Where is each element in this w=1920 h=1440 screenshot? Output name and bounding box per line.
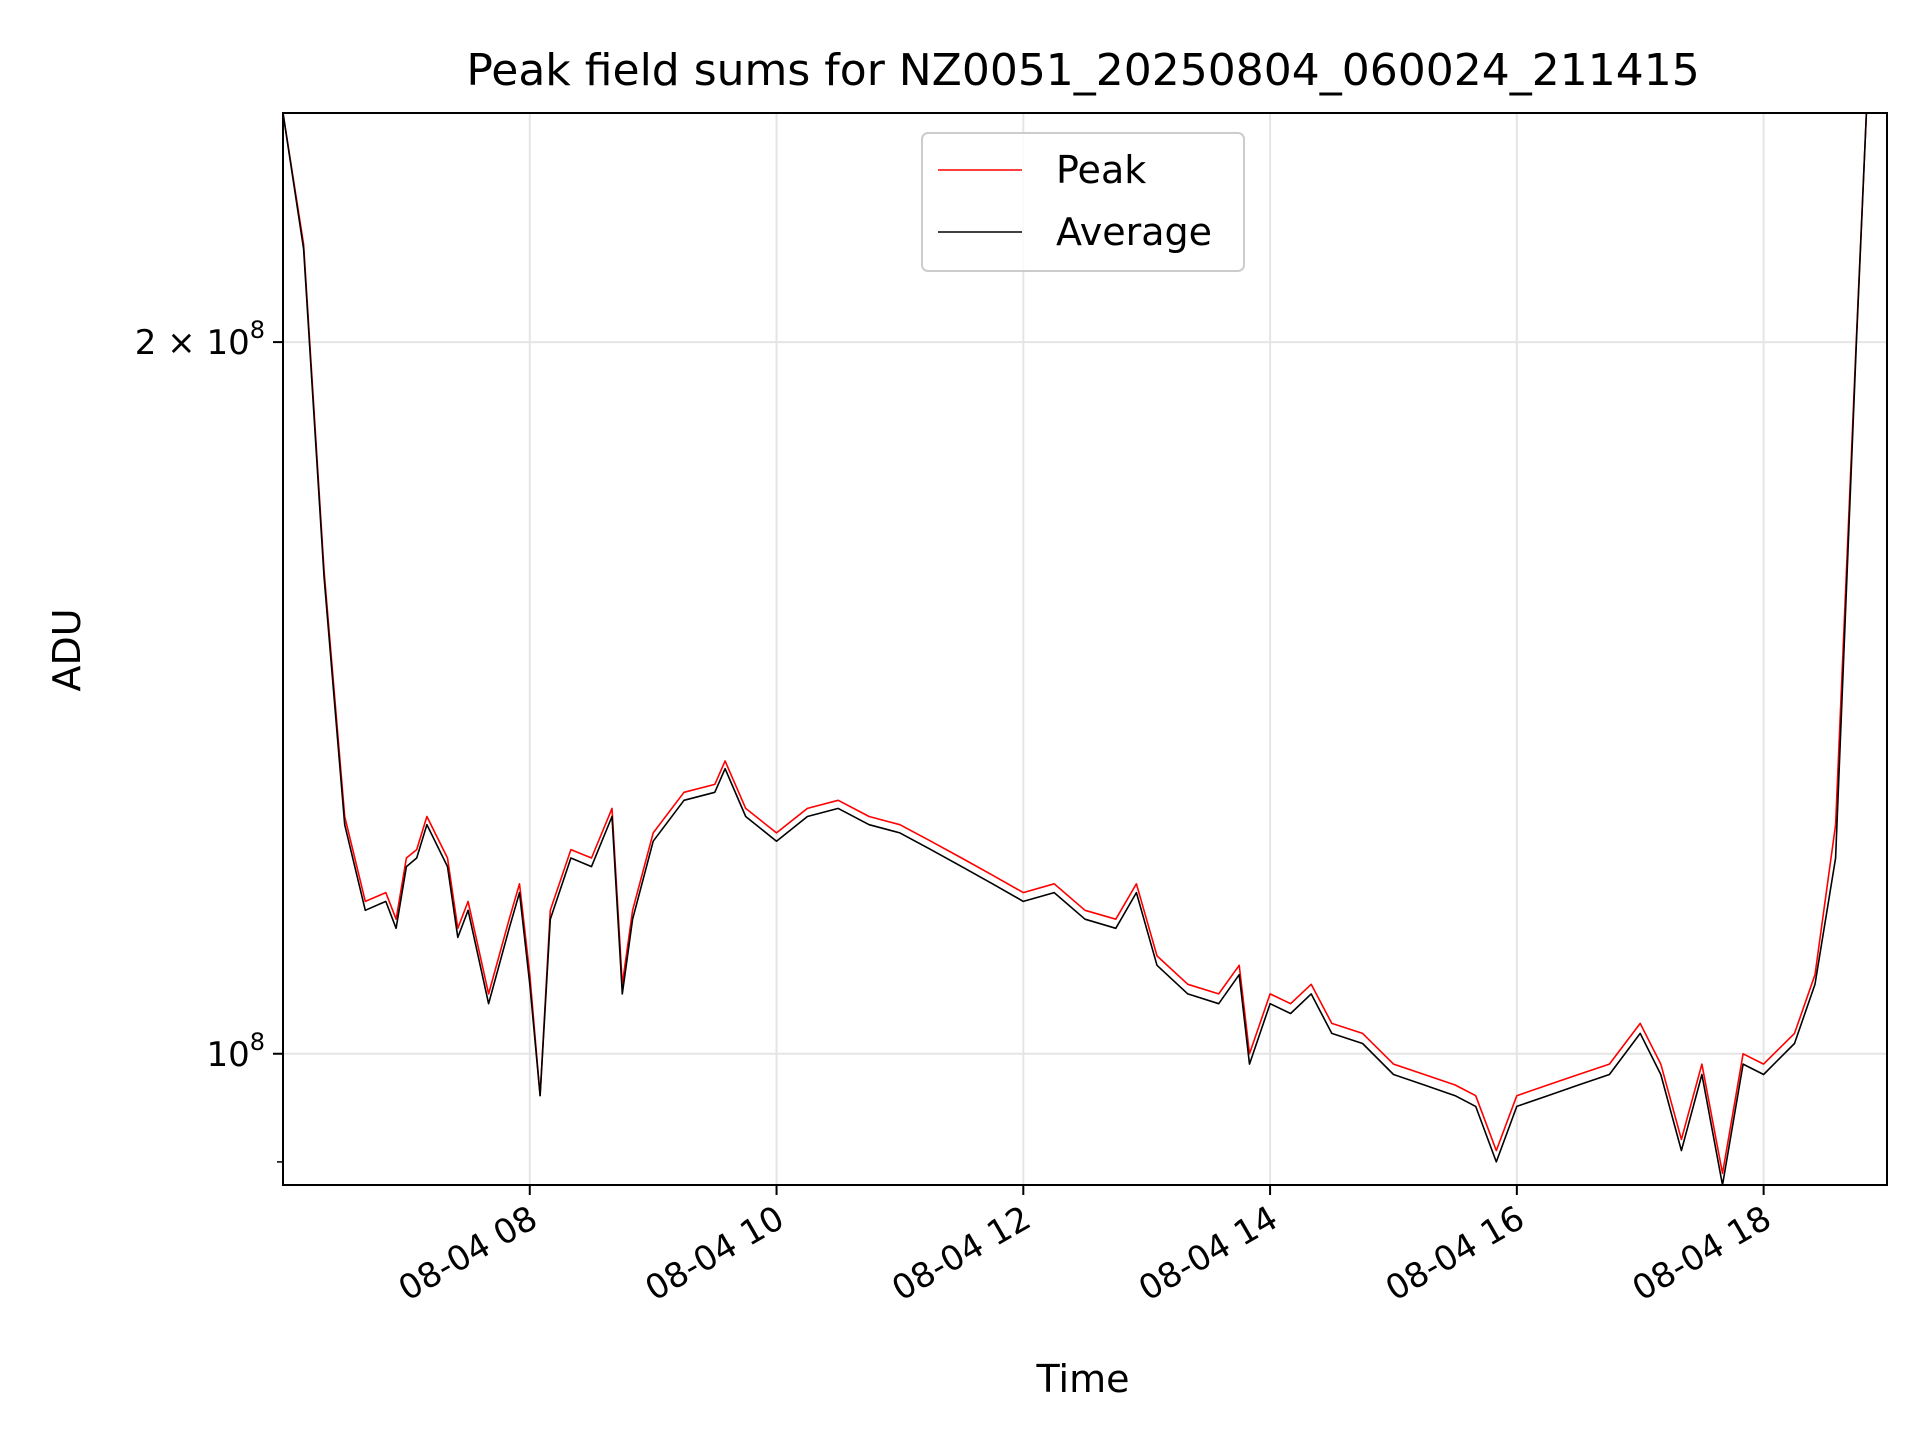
- legend-box: [921, 132, 1245, 272]
- legend-peak-label: Peak: [1056, 148, 1146, 192]
- legend-average-label: Average: [1056, 210, 1212, 254]
- plot-frame: [282, 112, 1888, 1186]
- series-layer: [282, 112, 1868, 1186]
- y-tick-label: 108: [206, 1028, 265, 1075]
- y-axis-ticks: 2 × 108 108: [135, 316, 283, 1163]
- y-axis-label: ADU: [45, 608, 89, 691]
- x-axis-label: Time: [1036, 1357, 1130, 1401]
- chart-title: Peak field sums for NZ0051_20250804_0600…: [466, 45, 1699, 96]
- series-peak: [282, 112, 1868, 1175]
- series-average: [282, 112, 1868, 1186]
- grid: [283, 113, 1887, 1185]
- legend: Peak Average: [921, 132, 1245, 272]
- y-tick-label: 2 × 108: [135, 316, 265, 363]
